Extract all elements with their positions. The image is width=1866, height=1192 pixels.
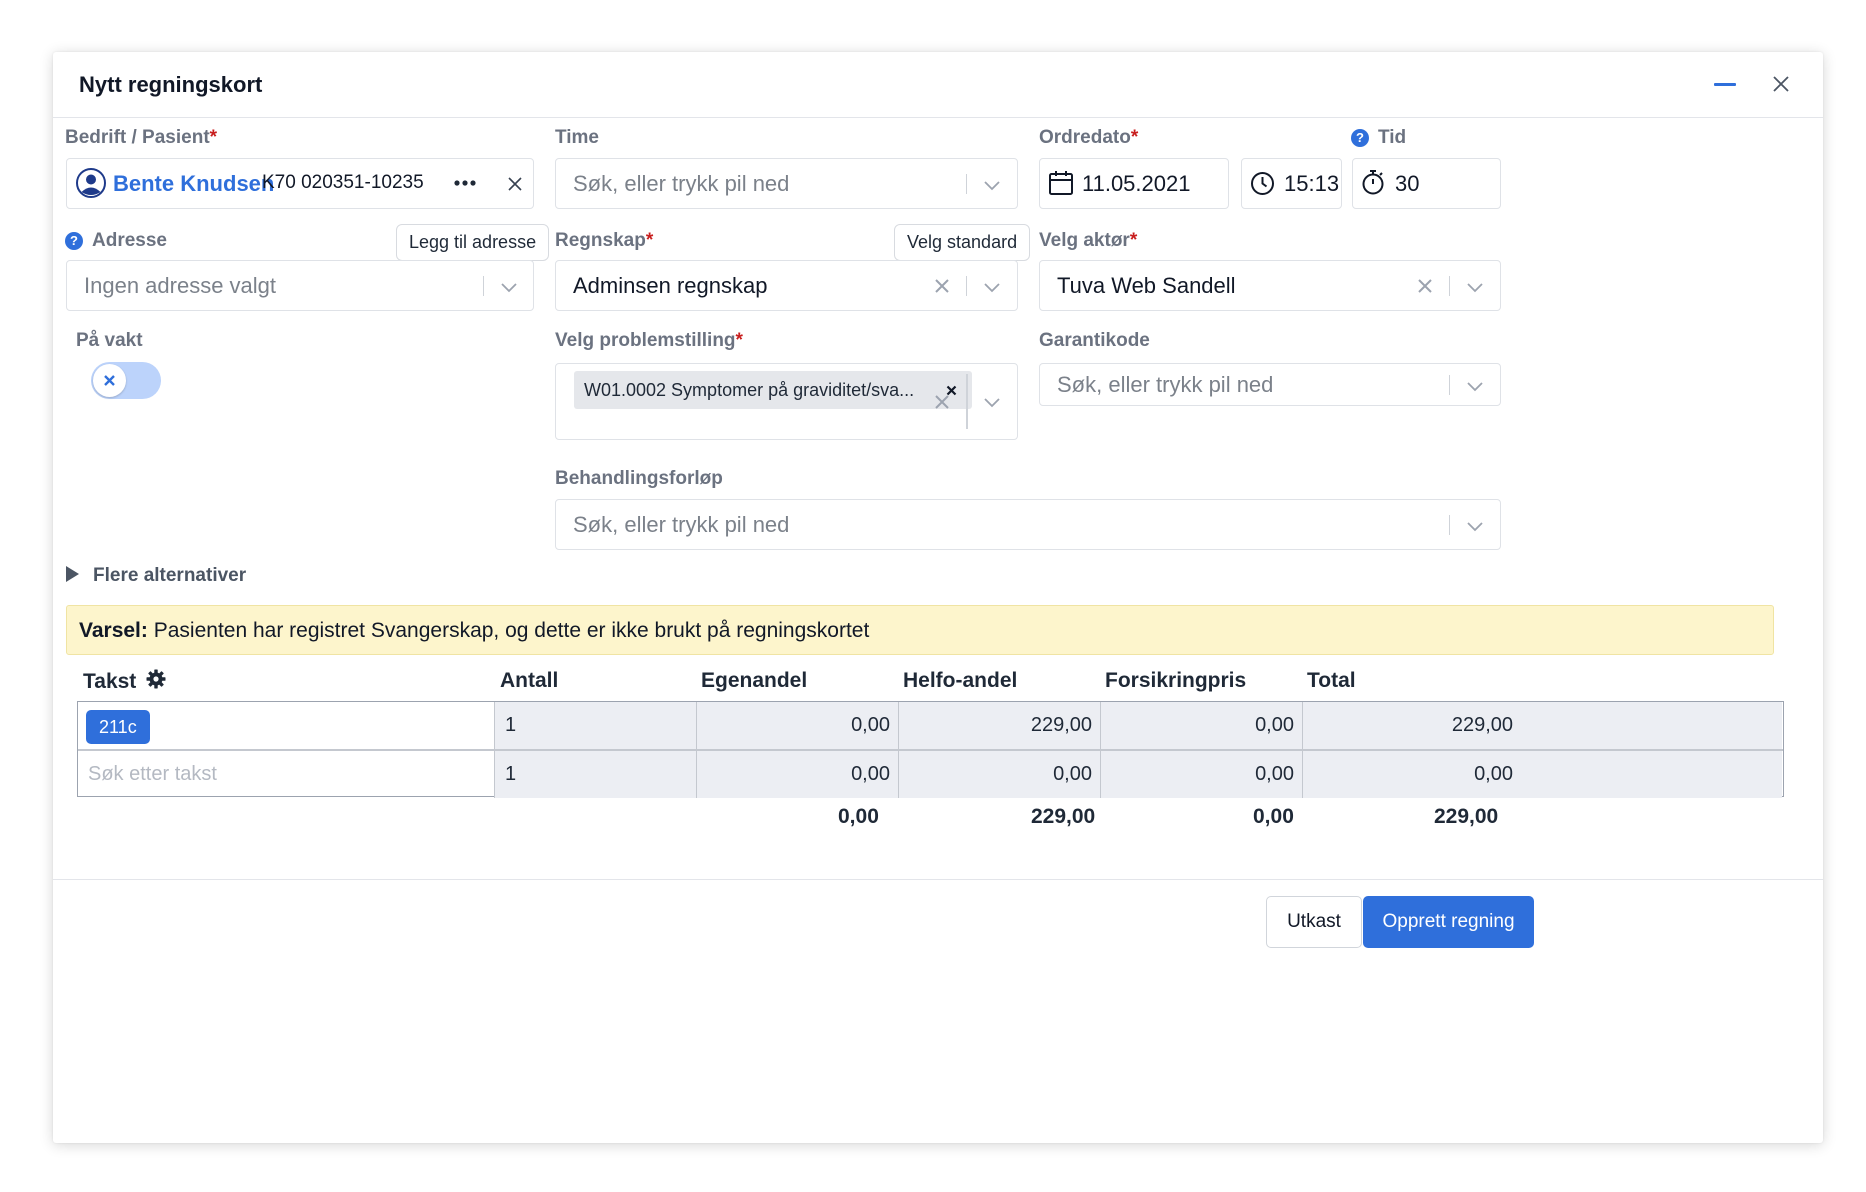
clock-icon xyxy=(1251,172,1274,195)
problem-tag: W01.0002 Symptomer på graviditet/sva... xyxy=(574,371,972,409)
create-invoice-button[interactable]: Opprett regning xyxy=(1363,896,1534,948)
order-time-field[interactable]: 15:13 xyxy=(1241,158,1342,209)
patient-field[interactable]: Bente Knudsen K70 020351-10235 xyxy=(66,158,534,209)
toggle-knob xyxy=(93,364,126,397)
clear-icon[interactable] xyxy=(934,394,950,410)
time-label: Time xyxy=(555,127,600,148)
col-header-helfo: Helfo-andel xyxy=(903,669,1018,692)
dialog-header: Nytt regningskort xyxy=(53,52,1823,118)
time-placeholder: Søk, eller trykk pil ned xyxy=(573,171,790,196)
dialog-title: Nytt regningskort xyxy=(79,72,263,97)
actor-select[interactable]: Tuva Web Sandell xyxy=(1039,260,1501,311)
order-date-field[interactable]: 11.05.2021 xyxy=(1039,158,1229,209)
close-icon[interactable] xyxy=(1771,74,1791,94)
caret-right-icon xyxy=(66,566,79,582)
dialog-footer-divider xyxy=(53,879,1823,880)
address-select[interactable]: Ingen adresse valgt xyxy=(66,260,534,311)
duration-label: ? Tid xyxy=(1351,127,1406,149)
chevron-down-icon[interactable] xyxy=(982,277,1002,297)
egenandel-cell: 0,00 xyxy=(697,750,899,798)
takst-search-input[interactable]: Søk etter takst xyxy=(78,750,495,798)
clear-icon[interactable] xyxy=(507,176,523,192)
company-patient-label: Bedrift / Pasient* xyxy=(65,127,218,148)
stopwatch-icon xyxy=(1362,170,1384,195)
more-options-toggle[interactable]: Flere alternativer xyxy=(66,565,246,587)
forsikring-cell: 0,00 xyxy=(1101,702,1303,749)
help-icon[interactable]: ? xyxy=(1351,129,1369,147)
col-header-egenandel: Egenandel xyxy=(701,669,808,692)
helfo-cell: 229,00 xyxy=(899,702,1101,749)
duration-field[interactable]: 30 xyxy=(1352,158,1501,209)
warning-text: Pasienten har registret Svangerskap, og … xyxy=(153,619,870,642)
chevron-down-icon[interactable] xyxy=(1465,376,1485,396)
warranty-select[interactable]: Søk, eller trykk pil ned xyxy=(1039,363,1501,406)
calendar-icon xyxy=(1049,171,1073,195)
warranty-label: Garantikode xyxy=(1039,330,1150,351)
treatment-placeholder: Søk, eller trykk pil ned xyxy=(573,512,790,537)
forsikring-cell: 0,00 xyxy=(1101,750,1303,798)
total-cell: 229,00 xyxy=(1303,702,1782,749)
helfo-cell: 0,00 xyxy=(899,750,1101,798)
order-time-value: 15:13 xyxy=(1284,171,1340,196)
address-label: ? Adresse xyxy=(65,230,167,252)
total-sum: 229,00 xyxy=(1434,805,1499,828)
col-header-forsikring: Forsikringpris xyxy=(1105,669,1247,692)
warning-banner: Varsel: Pasienten har registret Svangers… xyxy=(66,605,1774,655)
clear-icon[interactable] xyxy=(1417,278,1433,294)
total-forsikring: 0,00 xyxy=(1253,805,1294,828)
remove-tag-icon[interactable] xyxy=(946,385,957,396)
actor-label: Velg aktør* xyxy=(1039,230,1138,251)
col-header-total: Total xyxy=(1307,669,1356,692)
problem-tag-text: W01.0002 Symptomer på graviditet/sva... xyxy=(584,380,915,400)
accounting-select[interactable]: Adminsen regnskap xyxy=(555,260,1018,311)
order-date-value: 11.05.2021 xyxy=(1082,171,1191,196)
accounting-value: Adminsen regnskap xyxy=(573,273,768,298)
patient-name-link[interactable]: Bente Knudsen xyxy=(113,171,275,196)
select-standard-button[interactable]: Velg standard xyxy=(894,224,1031,261)
clear-icon[interactable] xyxy=(934,278,950,294)
col-header-antall: Antall xyxy=(500,669,559,692)
total-egenandel: 0,00 xyxy=(838,805,879,828)
treatment-select[interactable]: Søk, eller trykk pil ned xyxy=(555,499,1501,550)
chevron-down-icon[interactable] xyxy=(1465,277,1485,297)
table-row: 211c xyxy=(78,702,495,749)
more-icon[interactable] xyxy=(454,178,476,188)
duration-value: 30 xyxy=(1395,171,1420,196)
takst-badge[interactable]: 211c xyxy=(86,710,150,744)
treatment-label: Behandlingsforløp xyxy=(555,468,723,489)
address-placeholder: Ingen adresse valgt xyxy=(84,273,277,298)
warning-prefix: Varsel: xyxy=(79,619,148,642)
minimize-icon[interactable] xyxy=(1714,83,1736,86)
invoice-dialog: Nytt regningskort Bedrift / Pasient* Tim… xyxy=(53,52,1823,1143)
chevron-down-icon[interactable] xyxy=(1465,516,1485,536)
actor-value: Tuva Web Sandell xyxy=(1057,273,1236,298)
on-call-label: På vakt xyxy=(76,330,143,351)
x-icon xyxy=(104,375,115,386)
antall-cell[interactable]: 1 xyxy=(495,702,697,749)
on-call-toggle[interactable] xyxy=(91,362,161,399)
total-cell: 0,00 xyxy=(1303,750,1782,798)
time-select[interactable]: Søk, eller trykk pil ned xyxy=(555,158,1018,209)
chevron-down-icon[interactable] xyxy=(982,392,1002,412)
draft-button[interactable]: Utkast xyxy=(1266,896,1362,948)
gear-icon[interactable] xyxy=(146,669,166,689)
problem-label: Velg problemstilling* xyxy=(555,330,743,351)
chevron-down-icon[interactable] xyxy=(499,277,519,297)
egenandel-cell: 0,00 xyxy=(697,702,899,749)
add-address-button[interactable]: Legg til adresse xyxy=(396,224,550,261)
chevron-down-icon[interactable] xyxy=(982,175,1002,195)
warranty-placeholder: Søk, eller trykk pil ned xyxy=(1057,372,1274,397)
patient-id: K70 020351-10235 xyxy=(262,172,424,193)
col-header-takst: Takst xyxy=(83,669,166,694)
total-helfo: 229,00 xyxy=(1031,805,1096,828)
accounting-label: Regnskap* xyxy=(555,230,654,251)
takst-table: 211c 1 0,00 229,00 0,00 229,00 Søk etter… xyxy=(77,701,1784,798)
help-icon[interactable]: ? xyxy=(65,232,83,250)
antall-cell[interactable]: 1 xyxy=(495,750,697,798)
order-date-label: Ordredato* xyxy=(1039,127,1139,148)
problem-select[interactable]: W01.0002 Symptomer på graviditet/sva... xyxy=(555,363,1018,440)
user-circle-icon xyxy=(76,168,106,198)
